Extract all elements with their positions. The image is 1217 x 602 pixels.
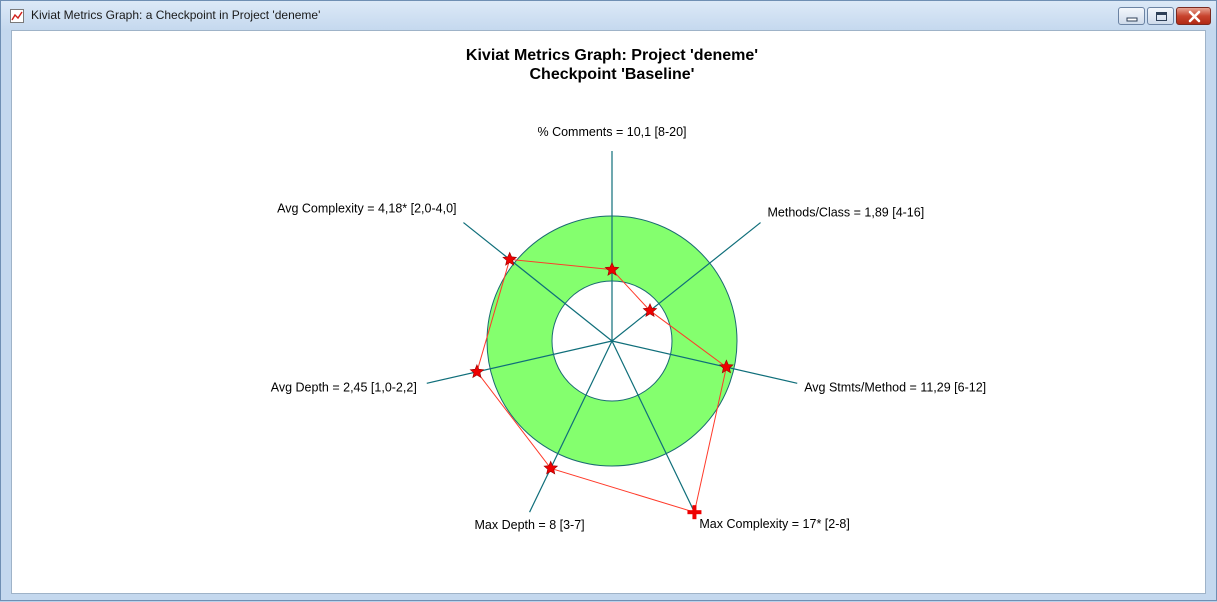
metric-axis	[529, 340, 613, 513]
graph-title: Kiviat Metrics Graph: Project 'deneme'	[466, 47, 758, 64]
star-icon	[718, 359, 734, 374]
close-icon	[1188, 10, 1201, 23]
metric-label: Avg Complexity = 4,18* [2,0-4,0]	[277, 202, 456, 216]
star-icon	[543, 460, 559, 475]
chart-app-icon	[10, 9, 24, 23]
metric-value-markers	[469, 251, 734, 520]
metric-axis	[426, 340, 613, 384]
metric-label: Max Complexity = 17* [2-8]	[699, 517, 849, 531]
acceptable-range-ring	[486, 215, 738, 467]
cross-icon	[687, 505, 702, 520]
metric-label: Avg Stmts/Method = 11,29 [6-12]	[804, 380, 986, 394]
star-icon	[604, 261, 620, 276]
star-icon	[642, 302, 658, 318]
minimize-button[interactable]	[1118, 7, 1145, 25]
star-icon	[502, 251, 518, 266]
metric-label: Avg Depth = 2,45 [1,0-2,2]	[271, 380, 417, 394]
window-title: Kiviat Metrics Graph: a Checkpoint in Pr…	[31, 8, 321, 22]
metric-label: Methods/Class = 1,89 [4-16]	[768, 206, 925, 220]
metric-axis	[463, 222, 613, 342]
star-icon	[469, 364, 485, 379]
metric-value-polyline	[476, 258, 727, 513]
maximize-button[interactable]	[1147, 7, 1174, 25]
metric-label: % Comments = 10,1 [8-20]	[537, 125, 686, 139]
metric-axis	[611, 222, 761, 342]
maximize-icon	[1156, 12, 1167, 21]
minimize-icon	[1126, 17, 1138, 22]
metric-labels: % Comments = 10,1 [8-20] Methods/Class = …	[271, 125, 986, 532]
title-bar[interactable]: Kiviat Metrics Graph: a Checkpoint in Pr…	[1, 1, 1216, 30]
graph-client-area: Kiviat Metrics Graph: Project 'deneme' C…	[11, 30, 1206, 594]
close-button[interactable]	[1176, 7, 1211, 25]
graph-subtitle: Checkpoint 'Baseline'	[530, 66, 695, 83]
metric-axis	[611, 340, 695, 513]
metric-axis	[611, 340, 798, 384]
metric-label: Max Depth = 8 [3-7]	[475, 518, 585, 532]
metric-axes	[426, 151, 798, 513]
